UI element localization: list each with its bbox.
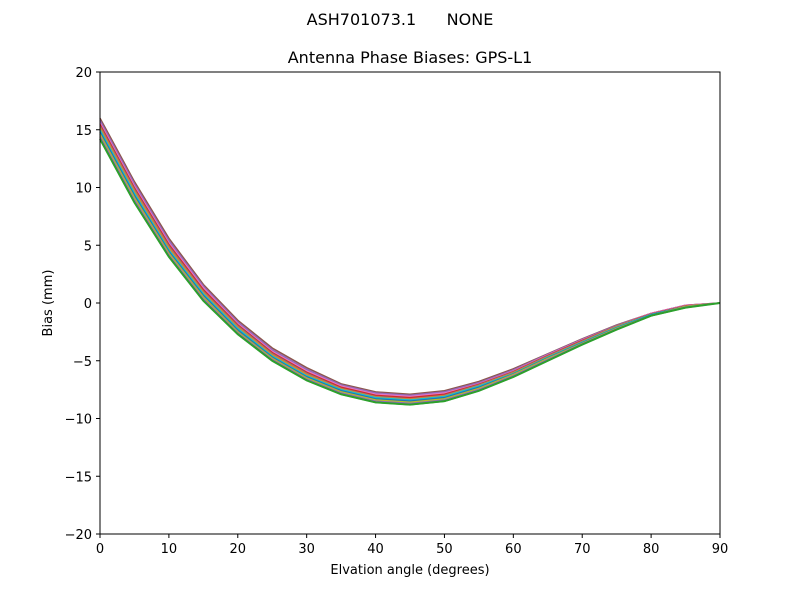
chart-title: Antenna Phase Biases: GPS-L1 <box>287 48 533 67</box>
x-tick-label: 50 <box>436 542 453 557</box>
x-axis-label: Elvation angle (degrees) <box>330 563 489 578</box>
plot-frame <box>99 71 721 535</box>
x-tick-label: 80 <box>643 542 660 557</box>
x-tick-label: 60 <box>505 542 522 557</box>
series-line <box>99 133 721 404</box>
series-line <box>99 124 721 399</box>
x-tick-label: 0 <box>96 542 104 557</box>
y-tick-label: −15 <box>65 470 92 485</box>
x-tick-label: 20 <box>230 542 247 557</box>
series-line <box>99 117 721 396</box>
x-tick-label: 90 <box>712 542 729 557</box>
x-tick-label: 30 <box>298 542 315 557</box>
data-lines <box>99 117 721 406</box>
x-tick-label: 40 <box>367 542 384 557</box>
y-tick-label: 20 <box>75 66 92 81</box>
series-line <box>99 120 721 397</box>
series-line <box>99 138 721 406</box>
y-tick-label: −5 <box>73 355 92 370</box>
y-tick-label: 0 <box>84 297 92 312</box>
series-line <box>99 122 721 398</box>
y-tick-label: −20 <box>65 528 92 543</box>
series-line <box>99 129 721 401</box>
y-axis-label: Bias (mm) <box>41 270 56 337</box>
series-line <box>99 131 721 402</box>
series-line <box>99 125 721 400</box>
y-tick-label: 10 <box>75 182 92 197</box>
series-line <box>99 127 721 401</box>
y-tick-label: 5 <box>84 239 92 254</box>
x-axis-ticks: 0 10 20 30 40 50 60 70 80 90 <box>96 534 728 557</box>
y-tick-label: −10 <box>65 413 92 428</box>
y-axis-ticks: 20 15 10 5 0 −5 −10 −15 −20 <box>65 66 100 543</box>
x-tick-label: 10 <box>161 542 178 557</box>
y-tick-label: 15 <box>75 124 92 139</box>
x-tick-label: 70 <box>574 542 591 557</box>
figure-suptitle: ASH701073.1 NONE <box>306 10 494 29</box>
